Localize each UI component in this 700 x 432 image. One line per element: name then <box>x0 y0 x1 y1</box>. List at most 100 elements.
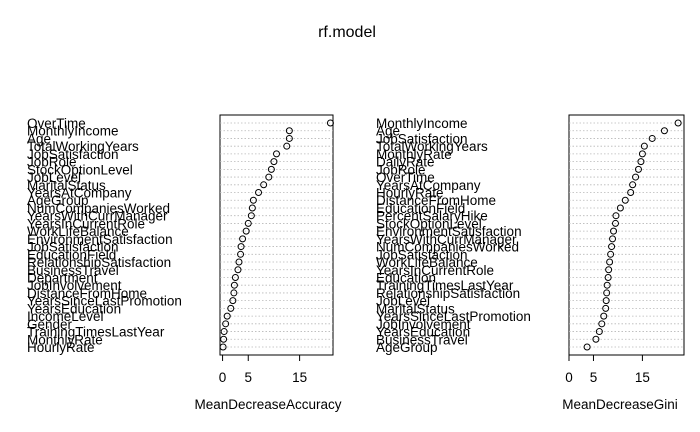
variable-label: EnvironmentSatisfaction <box>376 224 522 239</box>
data-point <box>607 250 615 258</box>
variable-label: YearsAtCompany <box>376 178 481 193</box>
variable-label: JobRole <box>27 155 77 170</box>
data-point <box>230 289 238 297</box>
variable-label: AgeGroup <box>376 340 438 355</box>
data-point <box>222 320 230 328</box>
variable-label: Age <box>27 131 51 146</box>
variable-label: OverTime <box>376 170 435 185</box>
data-point <box>283 142 291 150</box>
data-point <box>285 134 293 142</box>
data-point <box>247 212 255 220</box>
variable-label: TotalWorkingYears <box>27 139 139 154</box>
x-tick-label: 15 <box>292 370 307 385</box>
data-point <box>249 196 257 204</box>
data-point <box>621 196 629 204</box>
x-tick-label: 5 <box>590 370 598 385</box>
variable-label: StockOptionLevel <box>27 162 133 177</box>
variable-label: MonthlyIncome <box>376 116 468 131</box>
dotchart-panel-1: OverTimeMonthlyIncomeAgeTotalWorkingYear… <box>27 114 342 412</box>
variable-label: IncomeLevel <box>27 309 104 324</box>
dotchart-panel-2: MonthlyIncomeAgeJobSatisfactionTotalWork… <box>376 114 685 412</box>
variable-label: YearsEducation <box>376 325 470 340</box>
data-point <box>612 212 620 220</box>
variable-label: NumCompaniesWorked <box>376 240 519 255</box>
data-point <box>255 189 263 197</box>
data-point <box>244 219 252 227</box>
data-point <box>648 134 656 142</box>
data-point <box>235 258 243 266</box>
data-point <box>602 297 610 305</box>
variable-label: Education <box>376 270 436 285</box>
data-point <box>600 312 608 320</box>
variable-label: MonthlyRate <box>27 332 103 347</box>
data-point <box>611 219 619 227</box>
data-point <box>583 343 591 351</box>
variable-label: YearsSinceLastPromotion <box>27 294 182 309</box>
data-point <box>229 297 237 305</box>
variable-label: AgeGroup <box>27 193 89 208</box>
data-point <box>267 165 275 173</box>
variable-label: BusinessTravel <box>27 263 119 278</box>
data-point <box>604 273 612 281</box>
variable-label: YearsWithCurrManager <box>376 232 517 247</box>
variable-label: YearsInCurrentRole <box>27 216 145 231</box>
data-point <box>326 119 334 127</box>
variable-label: HourlyRate <box>376 186 444 201</box>
variable-label: JobSatisfaction <box>376 131 468 146</box>
data-point <box>608 243 616 251</box>
variable-label: YearsEducation <box>27 301 121 316</box>
variable-label: EducationField <box>376 201 465 216</box>
data-point <box>220 335 228 343</box>
variable-label: Department <box>27 270 98 285</box>
data-point <box>265 173 273 181</box>
data-point <box>248 204 256 212</box>
x-tick-label: 0 <box>565 370 573 385</box>
variable-label: DistanceFromHome <box>27 286 147 301</box>
x-tick-label: 5 <box>244 370 252 385</box>
data-point <box>220 328 228 336</box>
x-tick-label: 0 <box>219 370 227 385</box>
variable-label: JobLevel <box>376 294 430 309</box>
data-point <box>219 343 227 351</box>
data-point <box>616 204 624 212</box>
data-point <box>606 258 614 266</box>
variable-label: MaritalStatus <box>376 301 455 316</box>
data-point <box>223 312 231 320</box>
x-axis-label: MeanDecreaseAccuracy <box>194 397 341 412</box>
data-point <box>270 158 278 166</box>
variable-label: DistanceFromHome <box>376 193 496 208</box>
data-point <box>231 273 239 281</box>
data-point <box>603 281 611 289</box>
data-point <box>602 304 610 312</box>
variable-label: StockOptionLevel <box>376 216 482 231</box>
variable-label: YearsSinceLastPromotion <box>376 309 531 324</box>
data-point <box>237 243 245 251</box>
variable-label: WorkLifeBalance <box>376 255 478 270</box>
data-point <box>242 227 250 235</box>
data-point <box>230 281 238 289</box>
data-point <box>273 150 280 158</box>
data-point <box>595 328 603 336</box>
variable-label: YearsWithCurrManager <box>27 209 168 224</box>
data-point <box>634 165 642 173</box>
variable-label: EnvironmentSatisfaction <box>27 232 173 247</box>
variable-label: PercentSalaryHike <box>376 209 488 224</box>
data-point <box>598 320 606 328</box>
variable-label: JobSatisfaction <box>27 240 119 255</box>
x-axis-label: MeanDecreaseGini <box>562 397 678 412</box>
data-point <box>592 335 600 343</box>
variable-label: Gender <box>27 317 73 332</box>
variable-label: JobInvolvement <box>27 278 122 293</box>
variable-label: RelationshipSatisfaction <box>376 286 520 301</box>
variable-label: YearsAtCompany <box>27 186 132 201</box>
variable-label: JobInvolvement <box>376 317 471 332</box>
data-point <box>632 173 640 181</box>
variable-label: Age <box>376 124 400 139</box>
data-point <box>627 189 635 197</box>
variable-label: TrainingTimesLastYear <box>376 278 514 293</box>
variable-label: JobSatisfaction <box>27 147 119 162</box>
chart-title: rf.model <box>318 24 376 41</box>
x-tick-label: 15 <box>635 370 650 385</box>
variable-label: BusinessTravel <box>376 332 468 347</box>
